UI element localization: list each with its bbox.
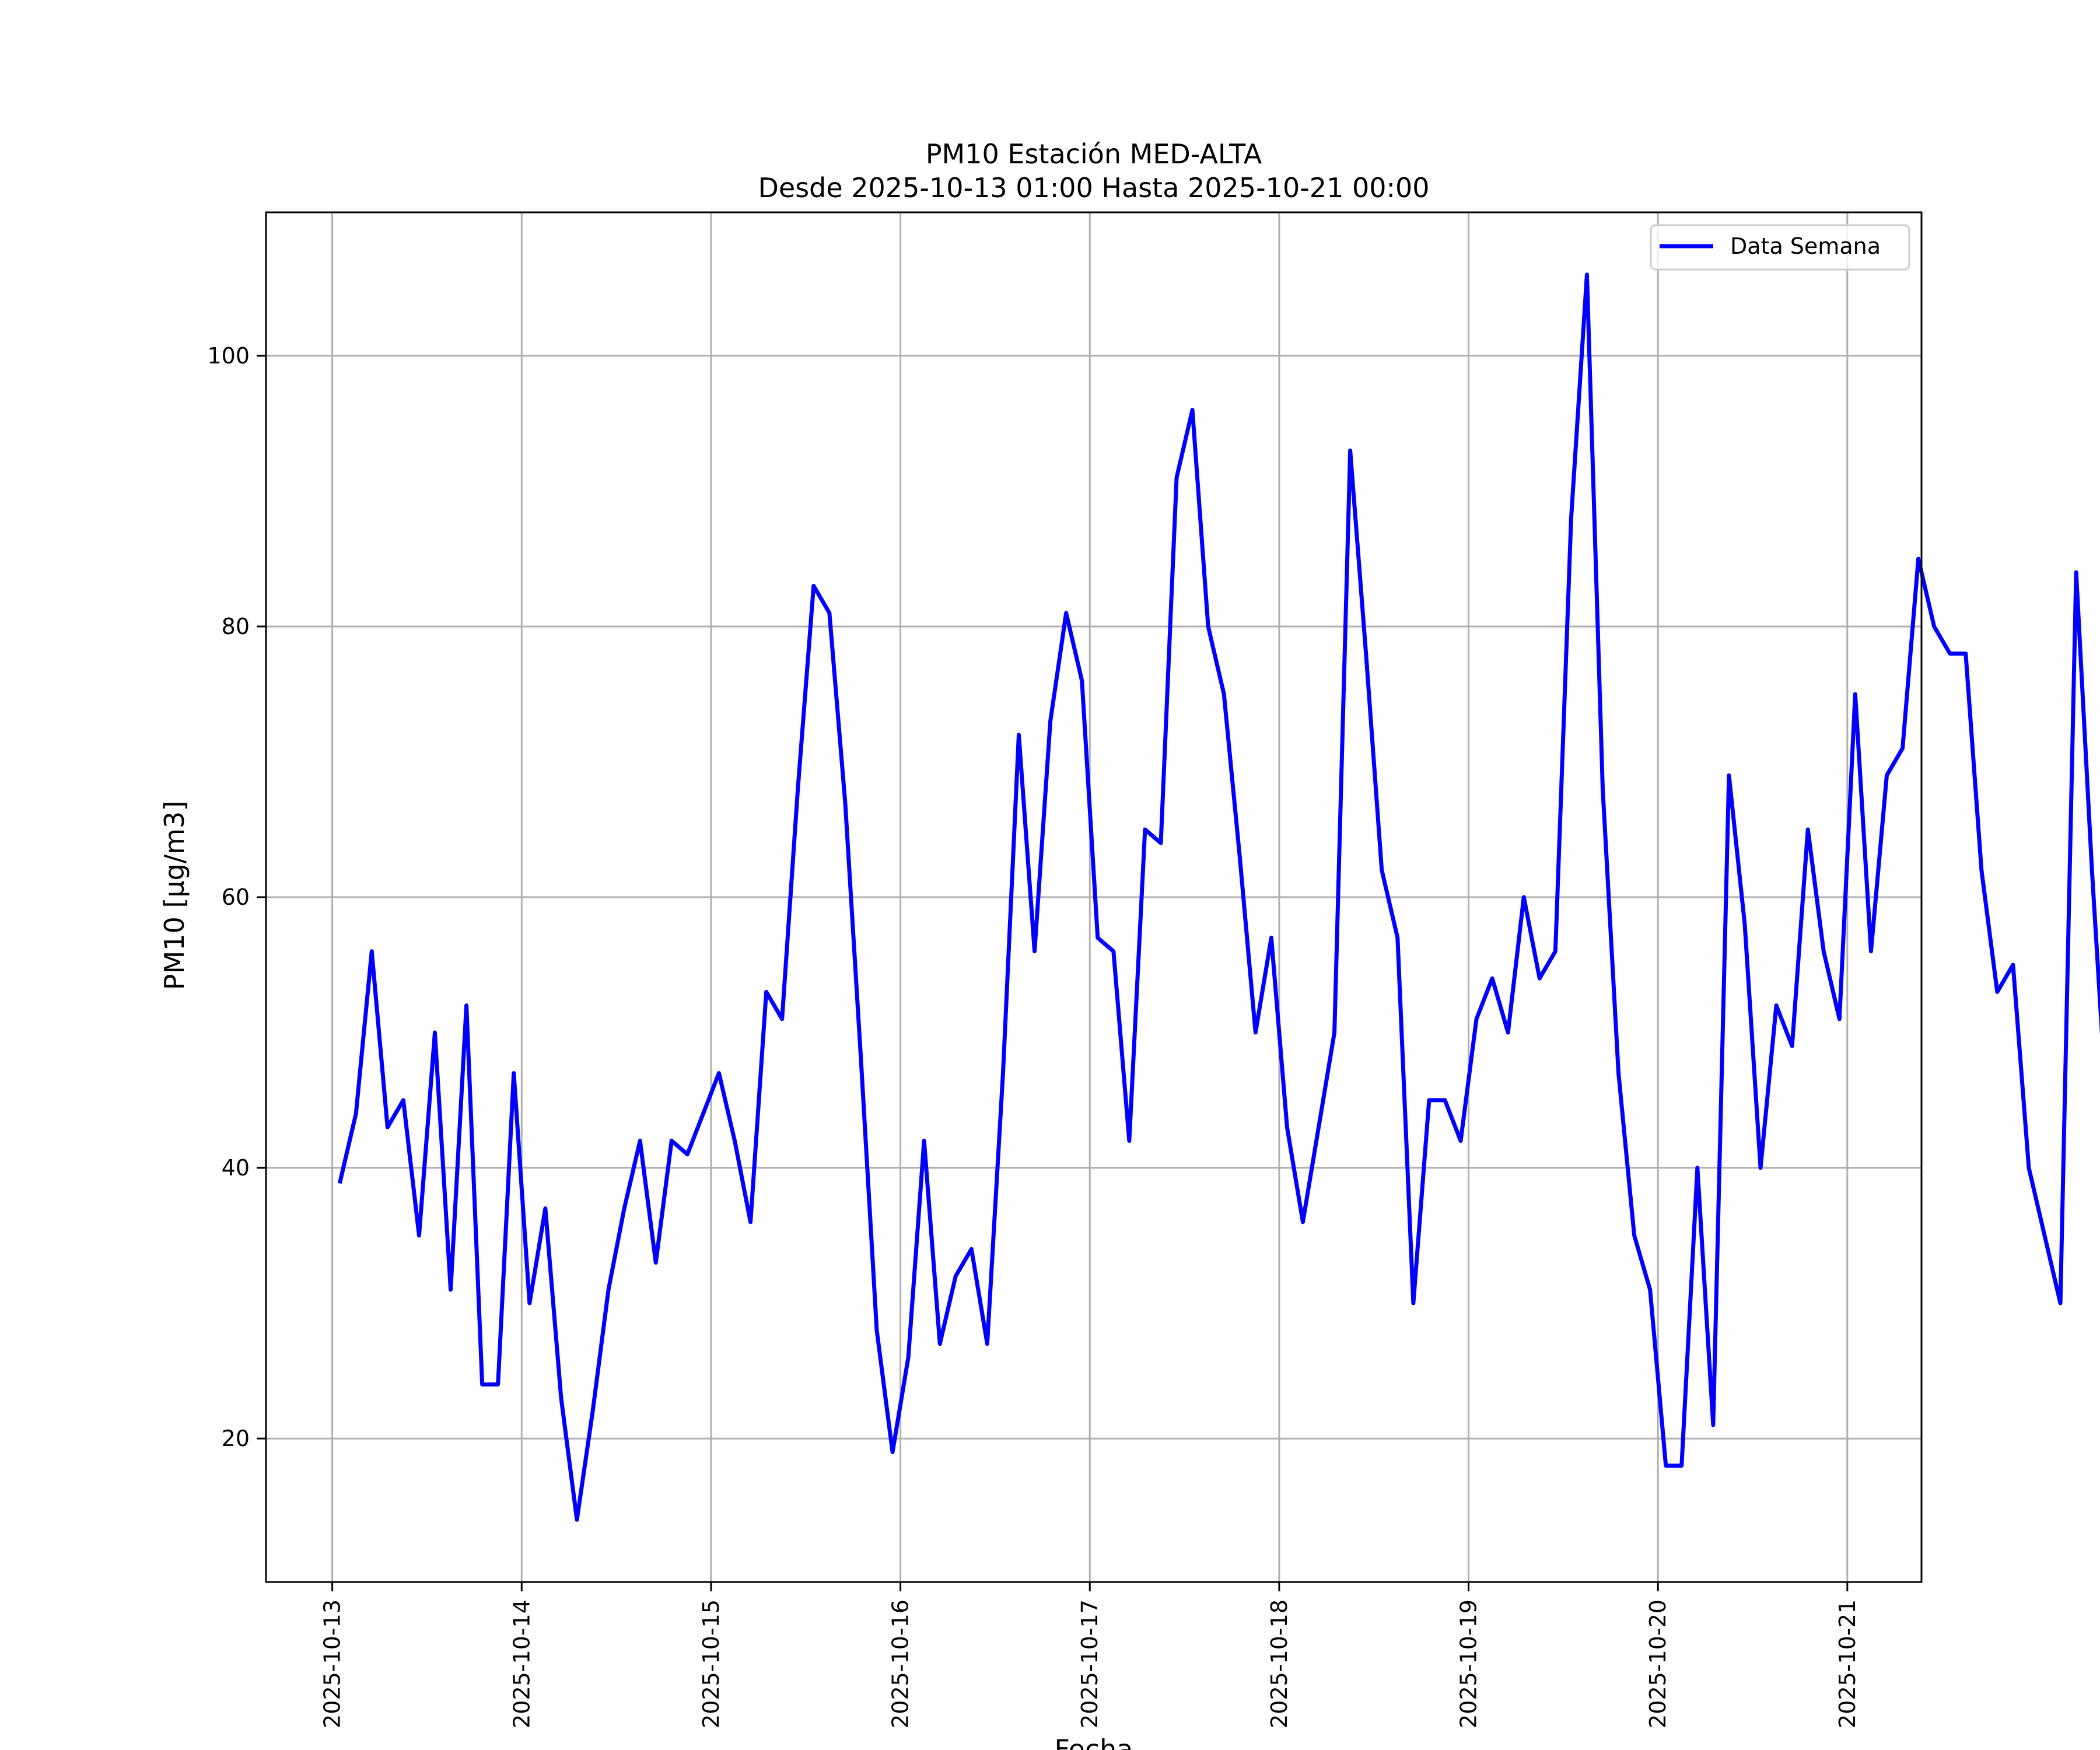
chart-subtitle: Desde 2025-10-13 01:00 Hasta 2025-10-21 … xyxy=(758,172,1429,204)
y-tick-label: 80 xyxy=(222,614,250,639)
x-tick-label: 2025-10-21 xyxy=(1835,1600,1860,1728)
x-tick-label: 2025-10-16 xyxy=(888,1600,914,1728)
x-tick-label: 2025-10-19 xyxy=(1456,1600,1482,1728)
y-tick-label: 40 xyxy=(222,1155,250,1181)
x-tick-label: 2025-10-15 xyxy=(698,1600,724,1728)
x-tick-label: 2025-10-17 xyxy=(1077,1600,1102,1728)
y-tick-label: 20 xyxy=(222,1426,250,1451)
legend: Data Semana xyxy=(1650,224,1910,271)
x-tick-label: 2025-10-20 xyxy=(1645,1600,1671,1728)
chart-title: PM10 Estación MED-ALTA xyxy=(926,138,1262,170)
series-line xyxy=(337,272,2100,1522)
plot-frame xyxy=(265,211,1923,1583)
series-layer xyxy=(337,272,2100,1522)
legend-label: Data Semana xyxy=(1730,233,1881,259)
legend-box xyxy=(1650,224,1910,271)
x-tick-label: 2025-10-14 xyxy=(509,1600,534,1728)
x-tick-label: 2025-10-18 xyxy=(1266,1600,1292,1728)
axis-ticks: 2025-10-13 2025-10-14 2025-10-15 2025-10-16… xyxy=(207,343,1860,1728)
y-axis-label: PM10 [μg/m3] xyxy=(159,801,190,991)
y-tick-label: 100 xyxy=(207,343,250,369)
y-tick-label: 60 xyxy=(222,884,250,910)
x-tick-label: 2025-10-13 xyxy=(320,1600,345,1728)
x-axis-label: Fecha xyxy=(1055,1734,1133,1750)
grid xyxy=(266,212,1922,1582)
